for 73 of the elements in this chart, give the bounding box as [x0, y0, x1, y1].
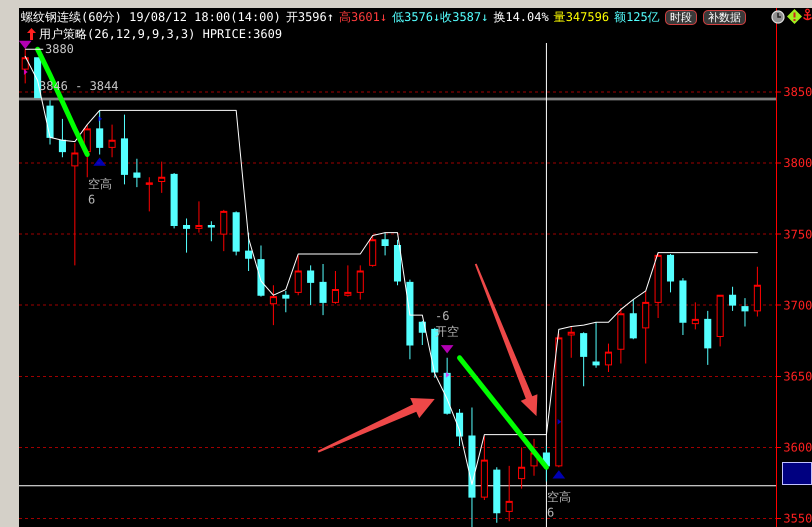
candlestick	[195, 200, 202, 234]
candlestick	[257, 244, 265, 298]
candlestick	[666, 253, 674, 293]
y-tick-label: 3750	[783, 227, 812, 242]
candlestick	[394, 239, 402, 286]
candlestick	[208, 220, 215, 242]
annotation: 低3576↓收3587↓	[392, 10, 488, 24]
candlestick	[580, 332, 588, 387]
candlestick	[704, 310, 712, 366]
candlestick	[480, 436, 488, 500]
candlestick	[456, 408, 464, 446]
candlestick	[555, 333, 562, 468]
candlestick	[96, 110, 104, 155]
y-tick-label: 3600	[783, 440, 812, 455]
candlestick	[630, 298, 637, 340]
annotation: 量347596	[554, 10, 610, 24]
candlestick	[604, 343, 612, 373]
candlestick	[332, 270, 339, 304]
candlestick	[58, 118, 66, 158]
candlestick	[716, 294, 724, 347]
candlestick	[46, 100, 54, 145]
candlestick	[679, 278, 686, 336]
candlestick	[232, 210, 240, 256]
candlestick	[170, 172, 178, 229]
candlestick	[133, 158, 140, 188]
candlestick	[406, 279, 414, 360]
y-tick-label: 3700	[783, 298, 812, 312]
chart-title: 螺纹钢连续(60分) 19/08/12 18:00(14:00)	[21, 10, 281, 24]
candlestick	[506, 465, 513, 522]
candlestick	[71, 142, 78, 266]
candlestick	[245, 232, 252, 272]
annotation: 开3596↑	[286, 10, 334, 24]
candlestick	[444, 357, 451, 416]
annotation: 换14.04%	[493, 10, 549, 24]
candlestick	[158, 161, 166, 194]
candlestick	[146, 176, 153, 212]
candlestick	[741, 298, 749, 328]
y-tick-label: 3550	[783, 512, 812, 526]
candlestick	[356, 264, 364, 300]
button: 补数据	[702, 10, 746, 24]
candlestick	[642, 290, 650, 364]
annotation: 空高 6	[547, 490, 571, 520]
y-tick-label: 3850	[783, 85, 812, 100]
candlestick	[344, 264, 352, 298]
text: 用户策略(26,12,9,9,3,3) HPRICE:3609	[39, 26, 282, 42]
y-tick-label: 3800	[783, 156, 812, 170]
candlestick	[369, 235, 376, 268]
annotation: 3880	[45, 42, 74, 56]
candlestick	[120, 114, 128, 185]
candlestick	[294, 254, 302, 296]
candlestick	[754, 266, 761, 318]
candlestick	[182, 218, 190, 254]
annotation: 高3601↓	[338, 10, 388, 24]
candlestick	[518, 446, 526, 490]
candlestick	[654, 252, 662, 318]
annotation: 空高 6	[88, 177, 112, 207]
candlestick	[617, 308, 624, 364]
candlestick	[493, 466, 500, 524]
candlestick	[307, 264, 314, 306]
candlestick	[592, 322, 600, 368]
annotation: 额125亿	[614, 10, 660, 24]
candlestick	[418, 320, 426, 346]
candlestick	[220, 209, 228, 252]
candlestick	[568, 326, 575, 358]
candlestick	[692, 302, 699, 330]
candlestick	[468, 407, 476, 527]
candlestick	[108, 124, 116, 158]
candlestick	[729, 286, 736, 312]
candlestick	[320, 263, 327, 316]
y-tick-label: 3650	[783, 369, 812, 384]
candlestick	[270, 284, 277, 326]
candlestick	[382, 232, 389, 256]
candlestick	[282, 290, 290, 313]
